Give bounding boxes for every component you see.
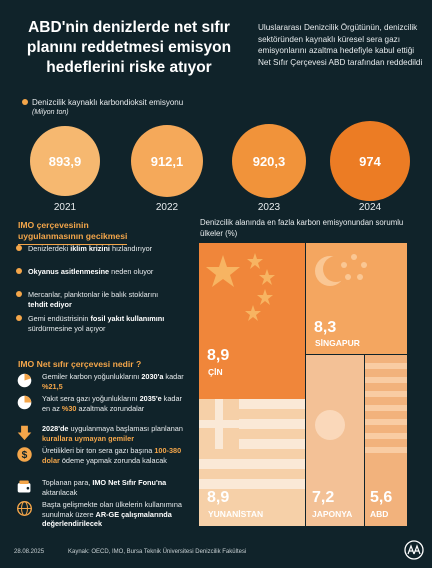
delay-item: Denizlerdeki iklim krizini hızlandırıyor (16, 244, 173, 254)
country-value: 8,3 (314, 319, 337, 336)
emission-value: 912,1 (150, 153, 184, 169)
framework-item: Yakıt sera gazı yoğunluklarını 2035'e ka… (17, 394, 192, 413)
item-text: hızlandırıyor (109, 244, 153, 253)
item-bold: AR-GE çalışmalarında değerlendirilecek (42, 509, 172, 529)
item-highlight: kurallara uymayan gemiler (42, 433, 135, 443)
item-text: Başta gelişmekte olan ülkelerin kullanım… (42, 500, 182, 519)
country-name: ÇİN (208, 367, 223, 377)
year-label: 2022 (155, 202, 179, 213)
item-bold: 2030'a (141, 372, 164, 381)
item-bold: IMO Net Sıfır Fonu'na (92, 478, 167, 487)
item-text: kadar (163, 372, 184, 381)
bullet-dot-icon (16, 315, 22, 321)
year-label: 2024 (358, 202, 382, 213)
country-name: YUNANİSTAN (208, 509, 264, 519)
delay-item: Okyanus asitlenmesine neden oluyor (16, 267, 173, 277)
framework-title: IMO Net sıfır çerçevesi nedir ? (18, 359, 142, 369)
item-bold: iklim krizini (70, 244, 110, 253)
treemap-tile-usa: 5,6 ABD (365, 355, 407, 526)
country-value: 8,9 (207, 489, 230, 506)
legend-unit: (Milyon ton) (32, 109, 69, 116)
item-text: sürdürmesine yol açıyor (28, 323, 106, 333)
item-highlight: %21,5 (42, 381, 63, 391)
pie-chart-icon (17, 395, 32, 410)
footer-date: 28.08.2025 (14, 549, 45, 555)
framework-item: $ Üretilikleri bir ton sera gazı başına … (17, 446, 192, 465)
dollar-coin-icon: $ (17, 447, 32, 462)
emission-circle-2021: 893,9 (30, 126, 100, 196)
country-value: 7,2 (312, 489, 335, 506)
intro-text: Uluslararası Denizcilik Örgütünün, deniz… (258, 23, 423, 67)
item-text: kadar en az (42, 394, 182, 413)
item-text: Toplanan para, (42, 478, 93, 487)
country-value: 5,6 (370, 489, 393, 506)
country-name: JAPONYA (312, 509, 353, 519)
footer-source: Kaynak: OECD, IMO, Bursa Teknik Üniversi… (68, 549, 247, 555)
emission-value: 974 (359, 153, 381, 169)
framework-item: Toplanan para, IMO Net Sıfır Fonu'na akt… (17, 478, 192, 497)
singapore-flag-icon (315, 254, 367, 286)
delay-item: Gemi endüstrisinin fosil yakıt kullanımı… (16, 314, 173, 333)
treemap-tile-singapore: 8,3 SİNGAPUR (306, 243, 407, 354)
aa-logo-icon (404, 540, 424, 560)
bullet-dot-icon (16, 268, 22, 274)
china-flag-icon (206, 253, 275, 321)
delay-item: Mercanlar, planktonlar ile balık stoklar… (16, 290, 173, 309)
item-text: Gemi endüstrisinin (28, 314, 91, 323)
bullet-dot-icon (16, 245, 22, 251)
item-bold: 2035'e (139, 394, 162, 403)
item-text: azaltmak zorundalar (76, 403, 145, 413)
greece-flag-icon (199, 399, 305, 489)
item-text: uygulanmaya başlaması planlanan (68, 424, 183, 433)
item-text: Yakıt sera gazı yoğunluklarını (42, 394, 140, 403)
page-title: ABD'nin denizlerde net sıfır planını red… (26, 19, 232, 76)
item-text: Denizlerdeki (28, 244, 71, 253)
svg-text:$: $ (22, 450, 28, 461)
item-text: Mercanlar, planktonlar ile balık stoklar… (28, 290, 159, 299)
legend-dot-icon (22, 99, 28, 105)
globe-icon (17, 501, 32, 516)
legend-label: Denizcilik kaynaklı karbondioksit emisyo… (32, 98, 184, 107)
usa-flag-icon (365, 363, 407, 453)
year-label: 2021 (53, 202, 77, 213)
emission-value: 893,9 (48, 153, 82, 169)
emission-legend: Denizcilik kaynaklı karbondioksit emisyo… (22, 98, 184, 116)
item-text: Üretilikleri bir ton sera gazı başına (42, 446, 155, 455)
item-bold: tehdit ediyor (28, 299, 72, 309)
item-text: neden oluyor (109, 267, 154, 276)
country-name: ABD (370, 509, 389, 519)
year-label: 2023 (257, 202, 281, 213)
treemap-tile-japan: 7,2 JAPONYA (306, 355, 364, 526)
item-highlight: %30 (61, 403, 77, 413)
treemap-title: Denizcilik alanında en fazla karbon emis… (200, 218, 404, 238)
japan-flag-icon (315, 410, 345, 440)
emission-circle-2023: 920,3 (232, 124, 306, 198)
emission-value: 920,3 (252, 153, 286, 169)
item-text: aktarılacak (42, 487, 78, 497)
wallet-icon (17, 480, 31, 493)
item-highlight: 100-380 dolar (42, 446, 182, 465)
item-bold: fosil yakıt kullanımını (90, 314, 165, 323)
pie-chart-icon (17, 373, 32, 388)
item-bold: 2028'de (42, 424, 69, 433)
framework-item: Başta gelişmekte olan ülkelerin kullanım… (17, 500, 192, 529)
framework-item: 2028'de uygulanmaya başlaması planlanan … (17, 424, 192, 443)
country-name: SİNGAPUR (315, 338, 360, 348)
framework-item: Gemiler karbon yoğunluklarını 2030'a kad… (17, 372, 192, 391)
country-value: 8,9 (207, 347, 230, 364)
delay-title-line2: uygulanmasının gecikmesi (18, 231, 128, 245)
treemap-tile-greece: 8,9 YUNANİSTAN (199, 399, 305, 526)
item-bold: Okyanus asitlenmesine (28, 267, 110, 276)
emission-circle-2024: 974 (330, 121, 410, 201)
item-text: Gemiler karbon yoğunluklarını (42, 372, 142, 381)
item-text: ödeme yapmak zorunda kalacak (59, 455, 167, 465)
delay-title-line1: IMO çerçevesinin (18, 220, 89, 230)
bullet-dot-icon (16, 291, 22, 297)
emission-circle-2022: 912,1 (131, 125, 203, 197)
down-arrow-icon (17, 425, 32, 441)
